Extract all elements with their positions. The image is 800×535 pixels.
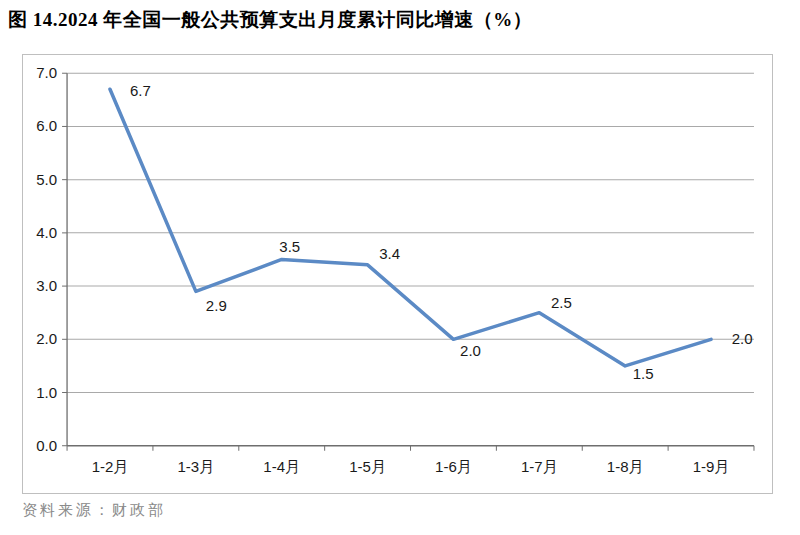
x-tick-label: 1-7月 xyxy=(521,458,558,475)
data-point-label: 6.7 xyxy=(130,82,151,99)
page-title: 图 14.2024 年全国一般公共预算支出月度累计同比增速（%） xyxy=(8,7,532,33)
y-tick-label: 3.0 xyxy=(36,277,57,294)
data-point-label: 2.5 xyxy=(551,294,572,311)
source-note: 资料来源：财政部 xyxy=(22,501,166,520)
data-point-label: 1.5 xyxy=(633,365,654,382)
data-point-label: 3.5 xyxy=(279,238,300,255)
x-tick-label: 1-8月 xyxy=(607,458,644,475)
data-point-label: 2.0 xyxy=(460,342,481,359)
x-tick-label: 1-3月 xyxy=(177,458,214,475)
x-tick-label: 1-4月 xyxy=(263,458,300,475)
x-tick-label: 1-2月 xyxy=(92,458,129,475)
x-tick-label: 1-9月 xyxy=(693,458,730,475)
y-tick-label: 0.0 xyxy=(36,437,57,454)
y-tick-label: 4.0 xyxy=(36,224,57,241)
line-chart-svg: 0.0 1.0 2.0 3.0 4.0 5.0 6.0 7.0 1-2月 1-3月 1-4月 1-5月… xyxy=(23,55,772,493)
data-point-label: 2.0 xyxy=(732,330,753,347)
data-point-label: 2.9 xyxy=(206,297,227,314)
y-tick-label: 2.0 xyxy=(36,330,57,347)
y-tick-label: 5.0 xyxy=(36,171,57,188)
data-point-label: 3.4 xyxy=(379,245,400,262)
y-tick-label: 7.0 xyxy=(36,64,57,81)
y-tick-label: 6.0 xyxy=(36,117,57,134)
x-tick-label: 1-5月 xyxy=(349,458,386,475)
x-tick-label: 1-6月 xyxy=(435,458,472,475)
y-tick-label: 1.0 xyxy=(36,384,57,401)
data-line-series xyxy=(110,89,711,366)
chart-frame: 0.0 1.0 2.0 3.0 4.0 5.0 6.0 7.0 1-2月 1-3月 1-4月 1-5月… xyxy=(22,54,773,494)
